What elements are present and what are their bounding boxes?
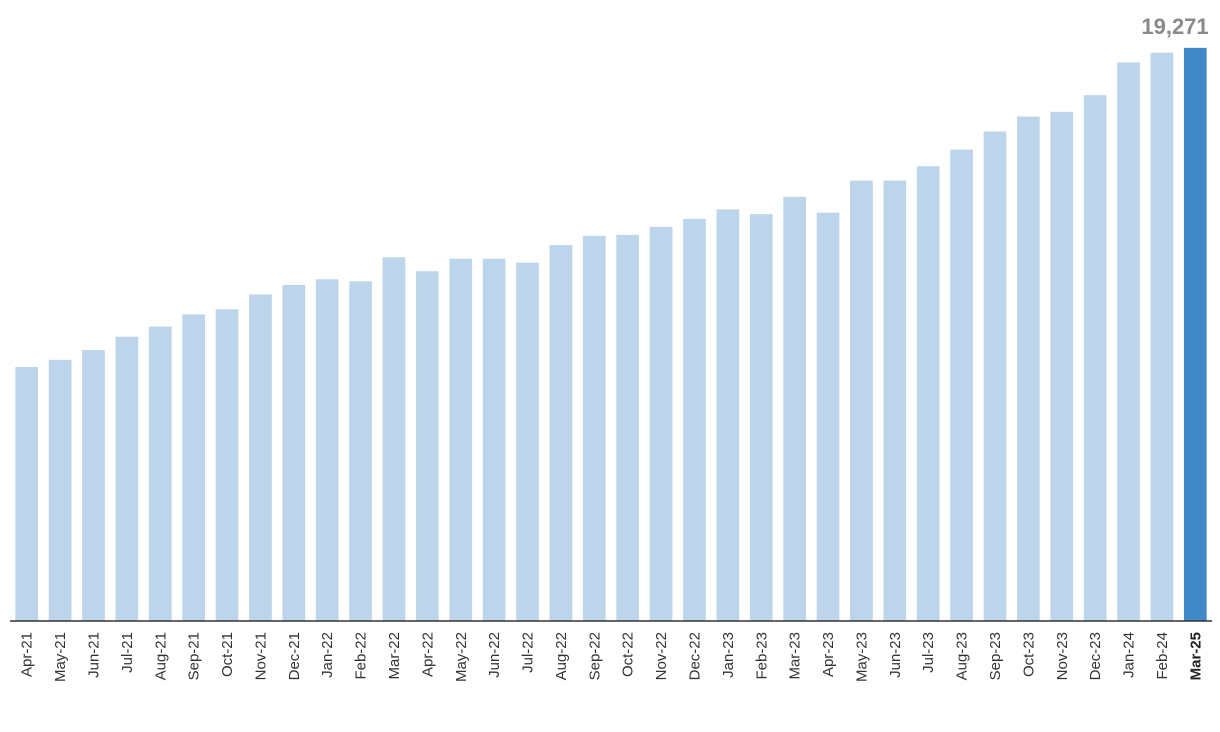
x-tick-label-jul-23: Jul-23 bbox=[920, 632, 937, 673]
bar-may-23 bbox=[850, 180, 873, 622]
x-tick-label-dec-22: Dec-22 bbox=[686, 632, 703, 680]
bar-apr-21 bbox=[15, 367, 39, 621]
bar-dec-23 bbox=[1083, 95, 1107, 622]
bar-feb-24 bbox=[1150, 52, 1174, 621]
x-tick-label-may-22: May-22 bbox=[453, 632, 470, 682]
bar-apr-22 bbox=[416, 271, 439, 621]
x-tick-label-feb-23: Feb-23 bbox=[753, 632, 770, 680]
bar-dec-21 bbox=[282, 284, 306, 621]
bar-mar-25 bbox=[1183, 47, 1207, 622]
bar-jan-24 bbox=[1117, 62, 1140, 622]
x-tick-label-aug-23: Aug-23 bbox=[954, 632, 971, 680]
x-tick-label-may-23: May-23 bbox=[853, 632, 870, 682]
bar-feb-22 bbox=[349, 281, 372, 621]
bar-nov-23 bbox=[1050, 111, 1074, 621]
x-tick-label-feb-24: Feb-24 bbox=[1154, 632, 1171, 680]
bar-dec-22 bbox=[683, 218, 706, 621]
x-tick-label-mar-23: Mar-23 bbox=[787, 632, 804, 680]
x-tick-label-mar-22: Mar-22 bbox=[386, 632, 403, 680]
x-tick-label-jun-23: Jun-23 bbox=[887, 632, 904, 678]
x-tick-label-aug-22: Aug-22 bbox=[553, 632, 570, 680]
x-axis-tick-labels: Apr-21 May-21 Jun-21 Jul-21 Aug-21 Sep-21 Oct-… bbox=[19, 632, 1205, 682]
x-tick-label-feb-22: Feb-22 bbox=[353, 632, 370, 680]
bar-oct-21 bbox=[215, 309, 239, 621]
bar-aug-23 bbox=[950, 149, 973, 622]
bar-jul-23 bbox=[916, 166, 940, 621]
x-tick-label-apr-21: Apr-21 bbox=[19, 632, 36, 677]
bar-jun-22 bbox=[482, 258, 506, 621]
bar-oct-23 bbox=[1017, 116, 1040, 621]
bar-jun-23 bbox=[883, 180, 907, 622]
bar-aug-21 bbox=[148, 326, 172, 621]
bar-jul-21 bbox=[115, 336, 139, 621]
x-tick-label-jun-21: Jun-21 bbox=[85, 632, 102, 678]
x-tick-label-mar-25: Mar-25 bbox=[1187, 632, 1204, 680]
x-tick-label-jun-22: Jun-22 bbox=[486, 632, 503, 678]
x-tick-label-oct-23: Oct-23 bbox=[1020, 632, 1037, 677]
bar-nov-22 bbox=[649, 226, 673, 621]
x-tick-label-nov-22: Nov-22 bbox=[653, 632, 670, 680]
bar-feb-23 bbox=[749, 214, 773, 621]
x-tick-label-oct-22: Oct-22 bbox=[620, 632, 637, 677]
data-label-last: 19,271 bbox=[1141, 14, 1208, 39]
bar-jun-21 bbox=[82, 350, 105, 621]
bar-jul-22 bbox=[516, 262, 539, 621]
bar-may-22 bbox=[449, 258, 473, 621]
bars-group bbox=[15, 47, 1207, 622]
x-tick-label-jan-24: Jan-24 bbox=[1121, 632, 1138, 678]
bar-nov-21 bbox=[249, 294, 272, 621]
bar-jan-23 bbox=[716, 209, 740, 621]
bar-sep-23 bbox=[983, 131, 1007, 621]
bar-jan-22 bbox=[315, 279, 339, 621]
x-tick-label-oct-21: Oct-21 bbox=[219, 632, 236, 677]
bar-mar-22 bbox=[382, 257, 406, 621]
x-tick-label-jan-23: Jan-23 bbox=[720, 632, 737, 678]
x-tick-label-jan-22: Jan-22 bbox=[319, 632, 336, 678]
x-tick-label-dec-21: Dec-21 bbox=[286, 632, 303, 680]
bar-apr-23 bbox=[816, 212, 840, 621]
x-tick-label-dec-23: Dec-23 bbox=[1087, 632, 1104, 680]
bar-oct-22 bbox=[616, 234, 640, 621]
x-tick-label-aug-21: Aug-21 bbox=[152, 632, 169, 680]
x-tick-label-sep-21: Sep-21 bbox=[186, 632, 203, 680]
x-tick-label-jul-21: Jul-21 bbox=[119, 632, 136, 673]
bar-mar-23 bbox=[783, 196, 806, 621]
bar-aug-22 bbox=[549, 245, 573, 621]
bar-may-21 bbox=[48, 359, 72, 621]
bar-sep-22 bbox=[582, 235, 606, 621]
x-tick-label-nov-21: Nov-21 bbox=[252, 632, 269, 680]
x-tick-label-apr-23: Apr-23 bbox=[820, 632, 837, 677]
x-tick-label-may-21: May-21 bbox=[52, 632, 69, 682]
x-tick-label-sep-23: Sep-23 bbox=[987, 632, 1004, 680]
x-tick-label-apr-22: Apr-22 bbox=[419, 632, 436, 677]
x-tick-label-nov-23: Nov-23 bbox=[1054, 632, 1071, 680]
bar-sep-21 bbox=[182, 314, 205, 621]
x-tick-label-sep-22: Sep-22 bbox=[586, 632, 603, 680]
x-tick-label-jul-22: Jul-22 bbox=[520, 632, 537, 673]
